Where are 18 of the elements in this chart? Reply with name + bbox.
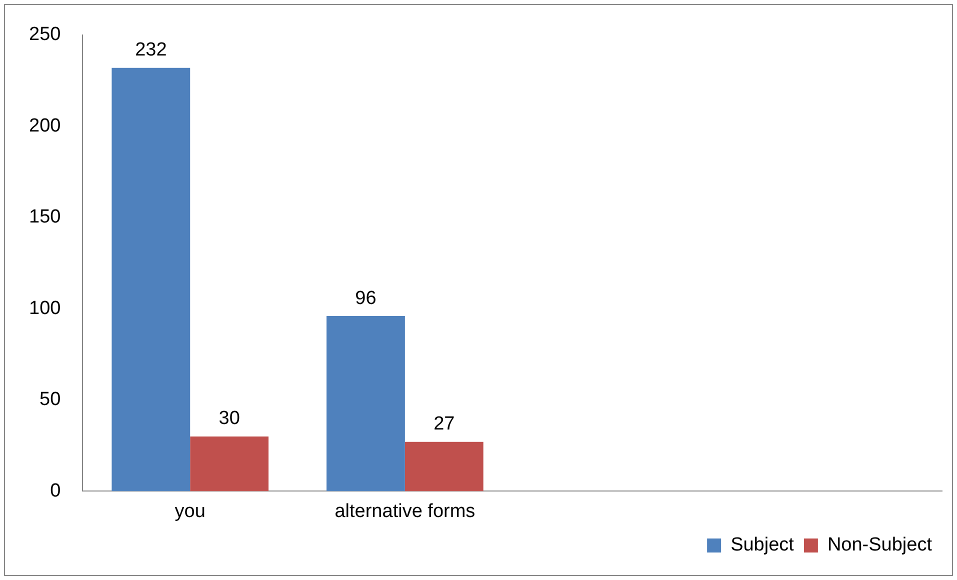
y-tick-label: 50 (40, 389, 61, 410)
bar (190, 436, 269, 492)
data-label: 96 (355, 288, 376, 309)
data-label: 232 (135, 40, 167, 61)
data-label: 27 (434, 414, 455, 435)
legend-label: Non-Subject (827, 534, 933, 556)
y-tick-label: 200 (29, 115, 61, 136)
y-tick-label: 0 (50, 480, 61, 502)
y-tick-label: 100 (29, 298, 61, 319)
bar (112, 68, 190, 492)
y-tick-label: 150 (29, 206, 61, 228)
legend-label: Subject (730, 534, 795, 556)
x-tick-label: you (174, 500, 206, 522)
y-tick-label: 250 (29, 24, 61, 46)
bar (404, 442, 484, 492)
bar (326, 316, 405, 492)
x-tick-label: alternative forms (334, 500, 476, 522)
data-label: 30 (218, 408, 240, 430)
